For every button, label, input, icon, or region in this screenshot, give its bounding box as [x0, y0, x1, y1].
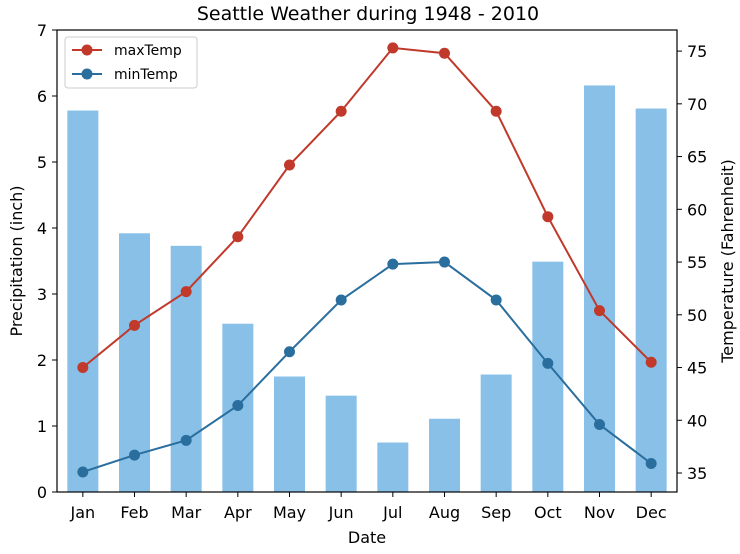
precipitation-bar-feb — [119, 233, 150, 492]
maxtemp-point-feb — [129, 319, 140, 331]
precipitation-bar-dec — [635, 108, 667, 492]
y-tick-label: 4 — [37, 219, 47, 238]
y2-axis-label: Temperature (Fahrenheit) — [718, 159, 737, 364]
y2-tick-label: 35 — [687, 464, 707, 483]
maxtemp-point-may — [284, 159, 295, 171]
maxtemp-point-jul — [387, 42, 399, 54]
y2-tick-label: 45 — [687, 359, 707, 378]
precipitation-bar-jul — [377, 442, 409, 492]
maxtemp-point-apr — [232, 231, 244, 243]
maxtemp-line — [82, 46, 652, 369]
y-tick-label: 3 — [37, 285, 47, 304]
x-tick-label: Feb — [120, 503, 148, 522]
x-tick-label: Jan — [69, 503, 95, 522]
maxtemp-point-aug — [439, 47, 450, 59]
y2-tick-label: 55 — [687, 253, 707, 272]
y2-tick-label: 70 — [687, 95, 707, 114]
x-tick-label: Jun — [328, 503, 354, 522]
y-axis-left: 0 1 2 3 4 5 6 7 — [37, 21, 57, 502]
mintemp-point-nov — [594, 418, 605, 430]
y2-tick-label: 75 — [687, 42, 707, 61]
plot-frame — [56, 29, 678, 493]
legend-maxtemp-marker — [81, 44, 93, 56]
mintemp-point-jan — [77, 466, 89, 478]
mintemp-point-jun — [335, 294, 347, 306]
y-tick-label: 6 — [37, 87, 47, 106]
x-axis: Jan Feb Mar Apr May Jun Jul Aug Sep Oct Nov Dec — [69, 492, 667, 522]
maxtemp-point-jun — [335, 105, 347, 117]
legend-mintemp-label: minTemp — [114, 67, 178, 83]
y2-tick-label: 40 — [687, 411, 707, 430]
y-axis-right: 35 40 45 50 55 60 65 70 75 — [677, 42, 707, 483]
x-tick-label: Nov — [584, 503, 615, 522]
maxtemp-point-jan — [77, 362, 89, 374]
legend-maxtemp-label: maxTemp — [114, 43, 182, 59]
x-tick-label: Jul — [382, 503, 402, 522]
x-tick-label: Aug — [429, 503, 460, 522]
y2-tick-label: 65 — [687, 148, 707, 167]
maxtemp-point-nov — [594, 305, 605, 317]
mintemp-point-dec — [645, 458, 657, 470]
x-tick-label: Mar — [171, 503, 202, 522]
chart-title: Seattle Weather during 1948 - 2010 — [197, 3, 539, 25]
legend: maxTemp minTemp — [64, 36, 198, 89]
y-tick-label: 1 — [37, 417, 47, 436]
mintemp-point-sep — [490, 294, 502, 306]
x-axis-label: Date — [348, 528, 386, 547]
precipitation-bar-sep — [480, 374, 512, 492]
mintemp-line — [82, 261, 652, 473]
mintemp-point-may — [284, 346, 295, 358]
mintemp-point-apr — [232, 400, 244, 412]
legend-mintemp-marker — [81, 68, 93, 80]
mintemp-point-mar — [180, 434, 192, 446]
x-tick-label: Sep — [481, 503, 511, 522]
mintemp-point-feb — [129, 449, 140, 461]
mintemp-point-aug — [439, 256, 450, 268]
y-axis-label: Precipitation (inch) — [7, 185, 26, 336]
precipitation-bar-jun — [325, 395, 357, 492]
x-tick-label: Dec — [636, 503, 667, 522]
precipitation-bar-may — [274, 376, 305, 492]
mintemp-point-oct — [542, 357, 554, 369]
temperature-lines — [77, 42, 657, 478]
mintemp-point-jul — [387, 258, 399, 270]
y-tick-label: 7 — [37, 21, 47, 40]
y-tick-label: 0 — [37, 483, 47, 502]
precipitation-bar-mar — [170, 245, 202, 492]
y2-tick-label: 50 — [687, 306, 707, 325]
x-tick-label: Apr — [224, 503, 252, 522]
x-tick-label: Oct — [534, 503, 562, 522]
precipitation-bar-aug — [429, 418, 460, 492]
precipitation-bar-nov — [584, 85, 615, 492]
precipitation-bars — [67, 85, 667, 493]
y2-tick-label: 60 — [687, 200, 707, 219]
y-tick-label: 2 — [37, 351, 47, 370]
precipitation-bar-jan — [67, 110, 99, 493]
y-tick-label: 5 — [37, 153, 47, 172]
maxtemp-point-oct — [542, 211, 554, 223]
maxtemp-point-sep — [490, 105, 502, 117]
x-tick-label: May — [273, 503, 306, 522]
maxtemp-point-mar — [180, 286, 192, 298]
maxtemp-point-dec — [645, 356, 657, 368]
